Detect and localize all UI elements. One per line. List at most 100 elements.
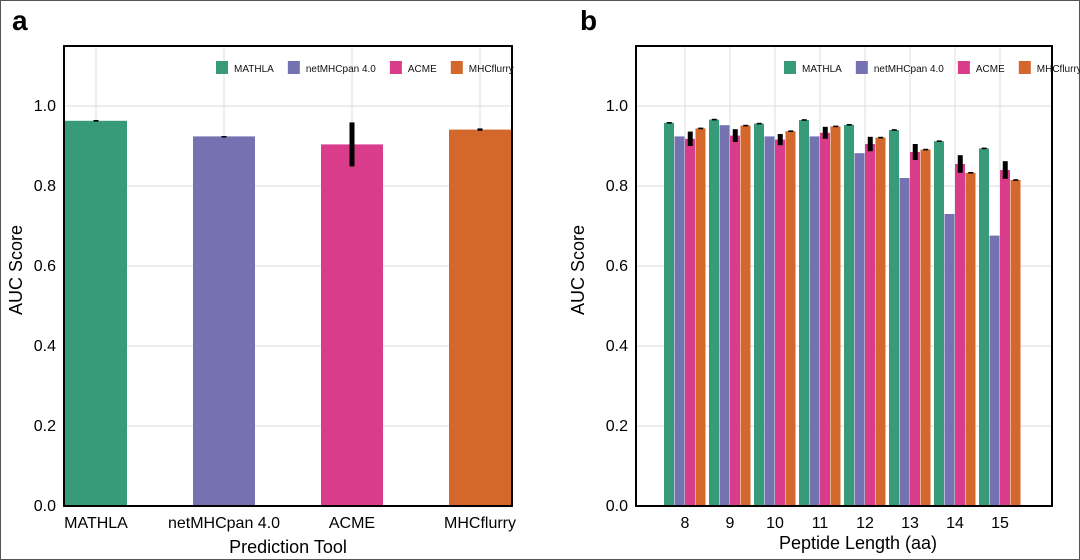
panel-b-error-bar (732, 129, 738, 142)
panel-b-x-axis-title: Peptide Length (aa) (779, 533, 937, 553)
panel-b-error-bar (968, 172, 974, 174)
panel-a-error-bar (93, 120, 99, 122)
panel-b-bar-len12-acme (865, 144, 875, 506)
panel-b-x-tick-label: 8 (681, 515, 690, 532)
panel-a-y-tick-label: 0.2 (34, 418, 56, 435)
panel-b-bar-len11-netmhcpan-4-0 (809, 136, 820, 506)
panel-b-x-tick-label: 12 (856, 515, 874, 532)
panel-b-error-bar (923, 148, 929, 151)
panel-a-gridlines (64, 46, 512, 507)
panel-a-legend-label: MATHLA (234, 64, 274, 75)
panel-a-error-bars (93, 120, 483, 167)
panel-b-y-tick-label: 0.6 (606, 258, 628, 275)
panel-b-bar-len9-acme (730, 135, 740, 506)
panel-a-bar-netmhcpan-4-0 (193, 136, 255, 506)
panel-a-x-tick-label: MATHLA (64, 515, 128, 532)
panel-a-y-tick-label: 1.0 (34, 98, 56, 115)
panel-b-error-bar (912, 144, 918, 160)
panel-b-error-bar (788, 130, 794, 132)
panel-b-bar-len13-mathla (889, 130, 899, 506)
panel-a-y-axis-title: AUC Score (6, 225, 26, 315)
panel-b-error-bar (756, 122, 762, 125)
panel-b-bar-len8-mathla (664, 122, 674, 507)
panel-b-error-bar (743, 124, 749, 127)
panel-b-error-bar (833, 125, 839, 128)
panel-b-error-bar (1013, 179, 1019, 181)
panel-a: a 0.0 0.2 0.4 0.6 0.8 1.0 MATHLA netMHCpan 4.0… (6, 5, 516, 557)
panel-b-x-ticks: 8 9 10 11 12 13 14 15 (681, 515, 1009, 532)
panel-b-x-tick-label: 10 (766, 515, 784, 532)
panel-a-x-ticks: MATHLA netMHCpan 4.0 ACME MHCflurry (64, 515, 516, 532)
panel-b-error-bar (936, 140, 942, 142)
panel-b-bar-len12-netmhcpan-4-0 (854, 153, 865, 506)
panel-b-bar-len13-mhcflurry (920, 149, 931, 506)
panel-b-legend-swatch (784, 61, 796, 74)
panel-b-bar-len9-netmhcpan-4-0 (719, 125, 730, 506)
panel-a-legend: MATHLA netMHCpan 4.0 ACME MHCflurry (216, 61, 514, 75)
panel-b-bar-len15-netmhcpan-4-0 (989, 235, 1000, 506)
panel-b-error-bar (666, 122, 672, 124)
panel-b-y-tick-label: 0.4 (606, 338, 628, 355)
panel-b-bars (664, 119, 1021, 507)
panel-b-error-bar (867, 136, 873, 152)
panel-b-y-axis-title: AUC Score (568, 225, 588, 315)
panel-a-error-bar (221, 136, 227, 138)
panel-a-x-tick-label: MHCflurry (444, 515, 516, 532)
panel-a-legend-swatch (216, 61, 228, 74)
panel-b-bar-len14-mathla (934, 141, 944, 506)
panel-b-error-bar (891, 129, 897, 131)
panel-b: b 0.0 0.2 0.4 0.6 0.8 1.0 8 9 10 11 12 13 14 15 AUC … (568, 5, 1080, 553)
panel-a-x-axis-title: Prediction Tool (229, 537, 347, 557)
panel-a-y-tick-label: 0.4 (34, 338, 56, 355)
panel-b-error-bar (777, 134, 783, 146)
panel-b-error-bar (711, 118, 717, 121)
panel-b-x-tick-label: 13 (901, 515, 919, 532)
panel-a-letter: a (12, 5, 28, 36)
panel-b-bar-len10-mhcflurry (785, 131, 796, 506)
panel-b-error-bar (822, 126, 828, 139)
panel-b-bar-len10-acme (775, 139, 785, 506)
panel-b-x-tick-label: 9 (726, 515, 735, 532)
panel-b-bar-len10-mathla (754, 123, 764, 506)
panel-a-y-tick-label: 0.0 (34, 498, 56, 515)
panel-b-bar-len8-netmhcpan-4-0 (674, 136, 685, 506)
panel-a-x-tick-label: netMHCpan 4.0 (168, 515, 280, 532)
panel-b-y-tick-label: 0.0 (606, 498, 628, 515)
panel-a-error-bar (477, 128, 483, 131)
panel-a-y-tick-label: 0.8 (34, 178, 56, 195)
panel-b-bar-len9-mathla (709, 119, 719, 506)
panel-b-y-ticks: 0.0 0.2 0.4 0.6 0.8 1.0 (606, 98, 628, 515)
panel-b-legend-swatch (1018, 61, 1031, 74)
panel-a-legend-label: netMHCpan 4.0 (306, 64, 376, 75)
panel-b-letter: b (580, 5, 597, 36)
panel-a-bar-mathla (65, 120, 127, 507)
panel-a-bars (65, 120, 511, 507)
panel-b-bar-len8-mhcflurry (695, 128, 706, 506)
panel-b-bar-len11-mathla (799, 120, 809, 506)
panel-b-y-tick-label: 0.2 (606, 418, 628, 435)
panel-a-error-bar (349, 122, 355, 167)
panel-a-x-tick-label: ACME (329, 515, 375, 532)
panel-a-legend-swatch (389, 61, 402, 74)
panel-b-legend-label: MATHLA (802, 64, 842, 75)
panel-b-y-tick-label: 1.0 (606, 98, 628, 115)
panel-a-bar-acme (321, 144, 383, 506)
panel-b-legend-label: MHCflurry (1037, 64, 1080, 75)
panel-b-bar-len15-mhcflurry (1010, 180, 1021, 506)
panel-a-y-ticks: 0.0 0.2 0.4 0.6 0.8 1.0 (34, 98, 56, 515)
panel-b-bar-len15-acme (1000, 170, 1010, 506)
panel-a-legend-label: ACME (408, 64, 437, 75)
panel-b-legend-swatch (957, 61, 970, 74)
panel-a-y-tick-label: 0.6 (34, 258, 56, 275)
panel-b-bar-len10-netmhcpan-4-0 (764, 136, 775, 506)
panel-b-bar-len13-acme (910, 152, 920, 506)
panel-b-error-bar (687, 131, 693, 146)
panel-b-bar-len13-netmhcpan-4-0 (899, 178, 910, 506)
panel-b-y-tick-label: 0.8 (606, 178, 628, 195)
panel-b-bar-len8-acme (685, 138, 695, 507)
panel-b-plot-frame (635, 45, 1053, 507)
panel-b-bar-len11-acme (820, 132, 830, 507)
panel-b-error-bar (957, 155, 963, 173)
panel-b-legend-label: ACME (976, 64, 1005, 75)
